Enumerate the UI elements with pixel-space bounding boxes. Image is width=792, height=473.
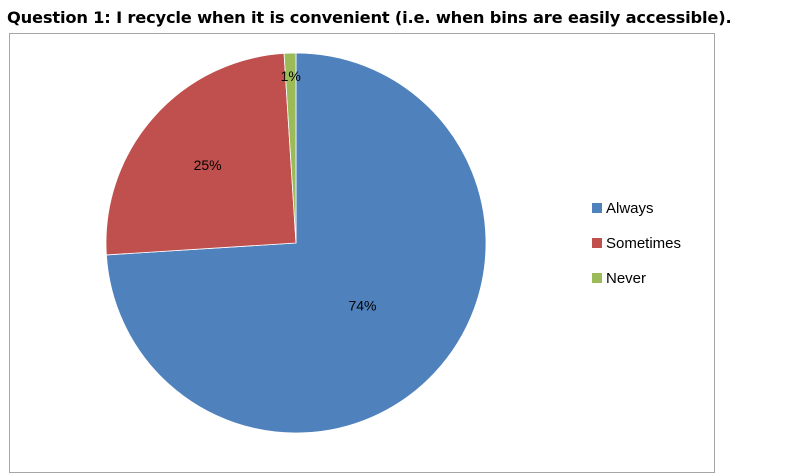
pie-chart: 74% 25% 1% Always Sometimes Never <box>105 52 681 434</box>
legend: Always Sometimes Never <box>592 200 681 287</box>
pie-slices <box>105 52 487 434</box>
legend-label-sometimes: Sometimes <box>606 235 681 252</box>
legend-swatch-never <box>592 273 602 283</box>
pie-slice-never <box>283 52 297 244</box>
legend-label-never: Never <box>606 270 646 287</box>
legend-swatch-always <box>592 203 602 213</box>
legend-swatch-sometimes <box>592 238 602 248</box>
chart-title: Question 1: I recycle when it is conveni… <box>7 8 732 27</box>
data-label-always: 74% <box>348 297 376 313</box>
data-label-never: 1% <box>281 68 301 84</box>
data-label-sometimes: 25% <box>194 157 222 173</box>
legend-label-always: Always <box>606 200 654 217</box>
pie-data-labels: 74% 25% 1% <box>194 68 377 313</box>
pie-slice-sometimes <box>105 52 297 256</box>
